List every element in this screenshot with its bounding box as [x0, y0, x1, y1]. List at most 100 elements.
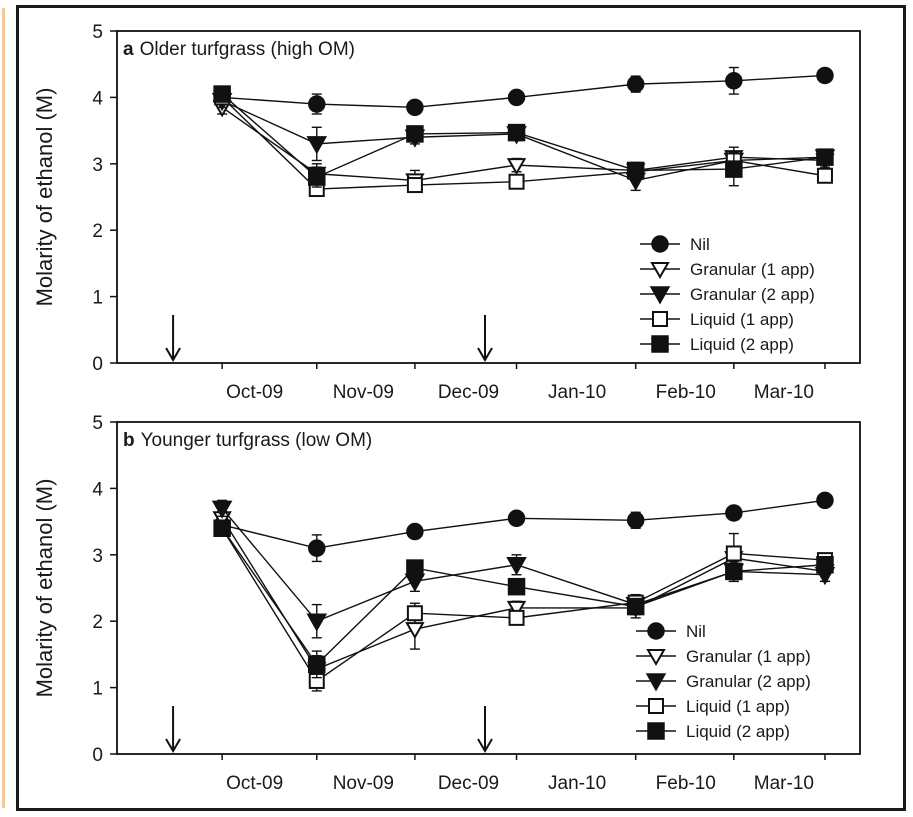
x-tick-label: Jan-10: [548, 773, 606, 794]
legend-label: Liquid (2 app): [686, 722, 790, 741]
data-point: [211, 500, 233, 519]
legend-label: Nil: [690, 235, 710, 254]
data-point: [406, 522, 424, 541]
legend-label: Liquid (1 app): [686, 697, 790, 716]
panel-title-text: Younger turfgrass (low OM): [141, 430, 373, 451]
x-tick-label: Mar-10: [754, 382, 814, 403]
y-tick-label: 5: [92, 22, 103, 43]
x-tick-label: Oct-09: [226, 382, 283, 403]
x-tick-label: Oct-09: [226, 773, 283, 794]
data-point: [406, 605, 423, 622]
data-point: [308, 95, 326, 113]
data-point: [308, 539, 326, 557]
data-point: [725, 545, 742, 562]
x-tick-label: Dec-09: [438, 382, 499, 403]
data-point: [507, 123, 526, 142]
panel-letter: b: [123, 430, 135, 451]
data-point: [507, 88, 526, 107]
legend-marker: [650, 262, 670, 280]
panel-title: b Younger turfgrass (low OM): [123, 430, 372, 451]
application-arrow-head: [477, 738, 493, 753]
application-arrow-head: [165, 347, 181, 362]
y-tick-label: 5: [92, 413, 103, 434]
plot-area-frame: [116, 421, 861, 755]
x-tick-label: Feb-10: [656, 382, 716, 403]
legend-label: Granular (1 app): [686, 647, 811, 666]
data-point: [306, 613, 328, 632]
y-axis-title: Molarity of ethanol (M): [32, 88, 57, 307]
data-point: [406, 177, 423, 194]
application-arrow-head: [165, 738, 181, 753]
x-tick-label: Feb-10: [656, 773, 716, 794]
legend-marker: [647, 722, 665, 740]
data-point: [506, 158, 527, 176]
y-tick-label: 0: [92, 354, 103, 375]
data-point: [725, 160, 743, 178]
data-point: [306, 136, 328, 155]
data-point: [626, 511, 645, 530]
plot-area-frame: [116, 30, 861, 364]
y-tick-label: 0: [92, 745, 103, 766]
y-tick-label: 3: [92, 155, 103, 176]
legend-marker: [649, 286, 671, 305]
y-axis-title: Molarity of ethanol (M): [32, 479, 57, 698]
application-arrow-head: [477, 347, 493, 362]
data-point: [626, 597, 645, 616]
data-point: [507, 509, 526, 528]
y-tick-label: 1: [92, 288, 103, 309]
legend-label: Granular (2 app): [690, 285, 815, 304]
y-tick-label: 4: [92, 88, 103, 109]
x-tick-label: Jan-10: [548, 382, 606, 403]
y-tick-label: 1: [92, 679, 103, 700]
x-tick-label: Nov-09: [333, 773, 394, 794]
x-tick-label: Dec-09: [438, 773, 499, 794]
data-point: [406, 98, 424, 117]
x-tick-label: Nov-09: [333, 382, 394, 403]
data-point: [213, 519, 231, 537]
legend-marker: [646, 649, 666, 667]
data-point: [816, 148, 834, 166]
data-point: [816, 556, 834, 574]
y-tick-label: 2: [92, 612, 103, 633]
data-point: [507, 577, 526, 596]
legend-label: Granular (1 app): [690, 260, 815, 279]
chart-panel-b: 0 1 2 3 4 5 Oct-09 Nov-09 Dec-09 Jan-10 Feb-10 Mar-…: [32, 413, 861, 794]
data-point: [816, 66, 834, 85]
chart-panel-a: 0 1 2 3 4 5 Oct-09 Nov-09 Dec-09 Jan-10 Feb-10 Mar-…: [32, 22, 861, 403]
panel-title: a Older turfgrass (high OM): [123, 39, 355, 60]
legend-marker: [648, 698, 664, 714]
legend-marker: [647, 622, 665, 640]
legend-marker: [652, 311, 668, 327]
y-tick-label: 3: [92, 546, 103, 567]
data-point: [405, 622, 425, 640]
data-point: [816, 167, 833, 184]
y-tick-label: 2: [92, 221, 103, 242]
data-point: [626, 161, 645, 180]
data-point: [725, 504, 743, 522]
legend-label: Nil: [686, 622, 706, 641]
data-point: [626, 75, 645, 93]
data-point: [725, 72, 743, 90]
data-point: [308, 655, 326, 674]
data-point: [508, 609, 525, 626]
panel-letter: a: [123, 39, 134, 60]
left-accent-line: [2, 8, 5, 808]
data-point: [406, 559, 424, 577]
legend-label: Liquid (1 app): [690, 310, 794, 329]
data-point: [406, 125, 424, 143]
legend-marker: [645, 673, 667, 692]
legend-marker: [651, 335, 669, 353]
data-point: [308, 168, 326, 186]
legend-marker: [651, 235, 669, 253]
x-tick-label: Mar-10: [754, 773, 814, 794]
data-point: [506, 557, 527, 576]
data-point: [816, 491, 834, 510]
panel-title-text: Older turfgrass (high OM): [140, 39, 355, 60]
data-point: [725, 562, 743, 581]
legend-label: Granular (2 app): [686, 672, 811, 691]
legend-label: Liquid (2 app): [690, 335, 794, 354]
data-point: [506, 600, 527, 618]
data-point: [508, 173, 525, 190]
figure-frame: [16, 5, 906, 811]
